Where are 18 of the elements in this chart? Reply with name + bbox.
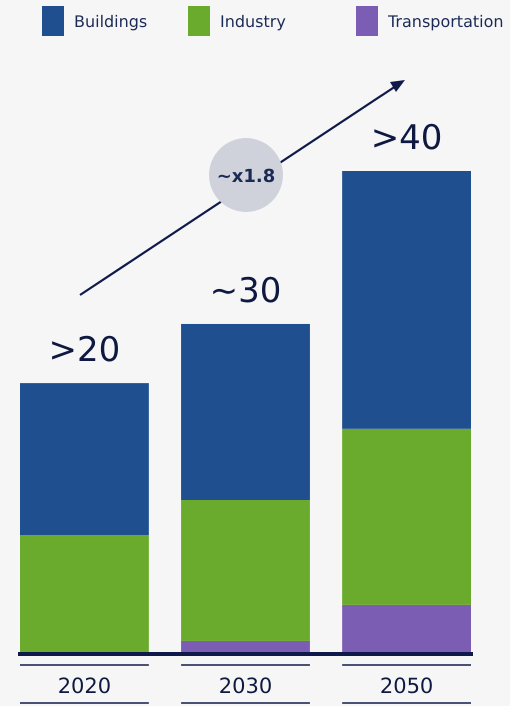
legend-label: Industry: [220, 12, 286, 31]
bar: [20, 383, 149, 536]
x-tick-label: 2020: [58, 674, 112, 698]
bar: [20, 535, 149, 652]
bar: [342, 428, 471, 605]
bar: [181, 500, 310, 641]
annotation: >20: [48, 330, 120, 370]
legend-label: Buildings: [74, 12, 148, 31]
annotation: ~30: [210, 270, 282, 311]
bar: [181, 640, 310, 652]
x-tick-label: 2050: [380, 674, 434, 698]
bar: [342, 604, 471, 652]
bar: [181, 324, 310, 500]
x-tick-label: 2030: [218, 674, 272, 698]
annotation: ~x1.8: [216, 166, 276, 187]
text: >40: [370, 118, 442, 158]
legend-label: Transportation: [387, 12, 504, 31]
bar: [342, 171, 471, 429]
